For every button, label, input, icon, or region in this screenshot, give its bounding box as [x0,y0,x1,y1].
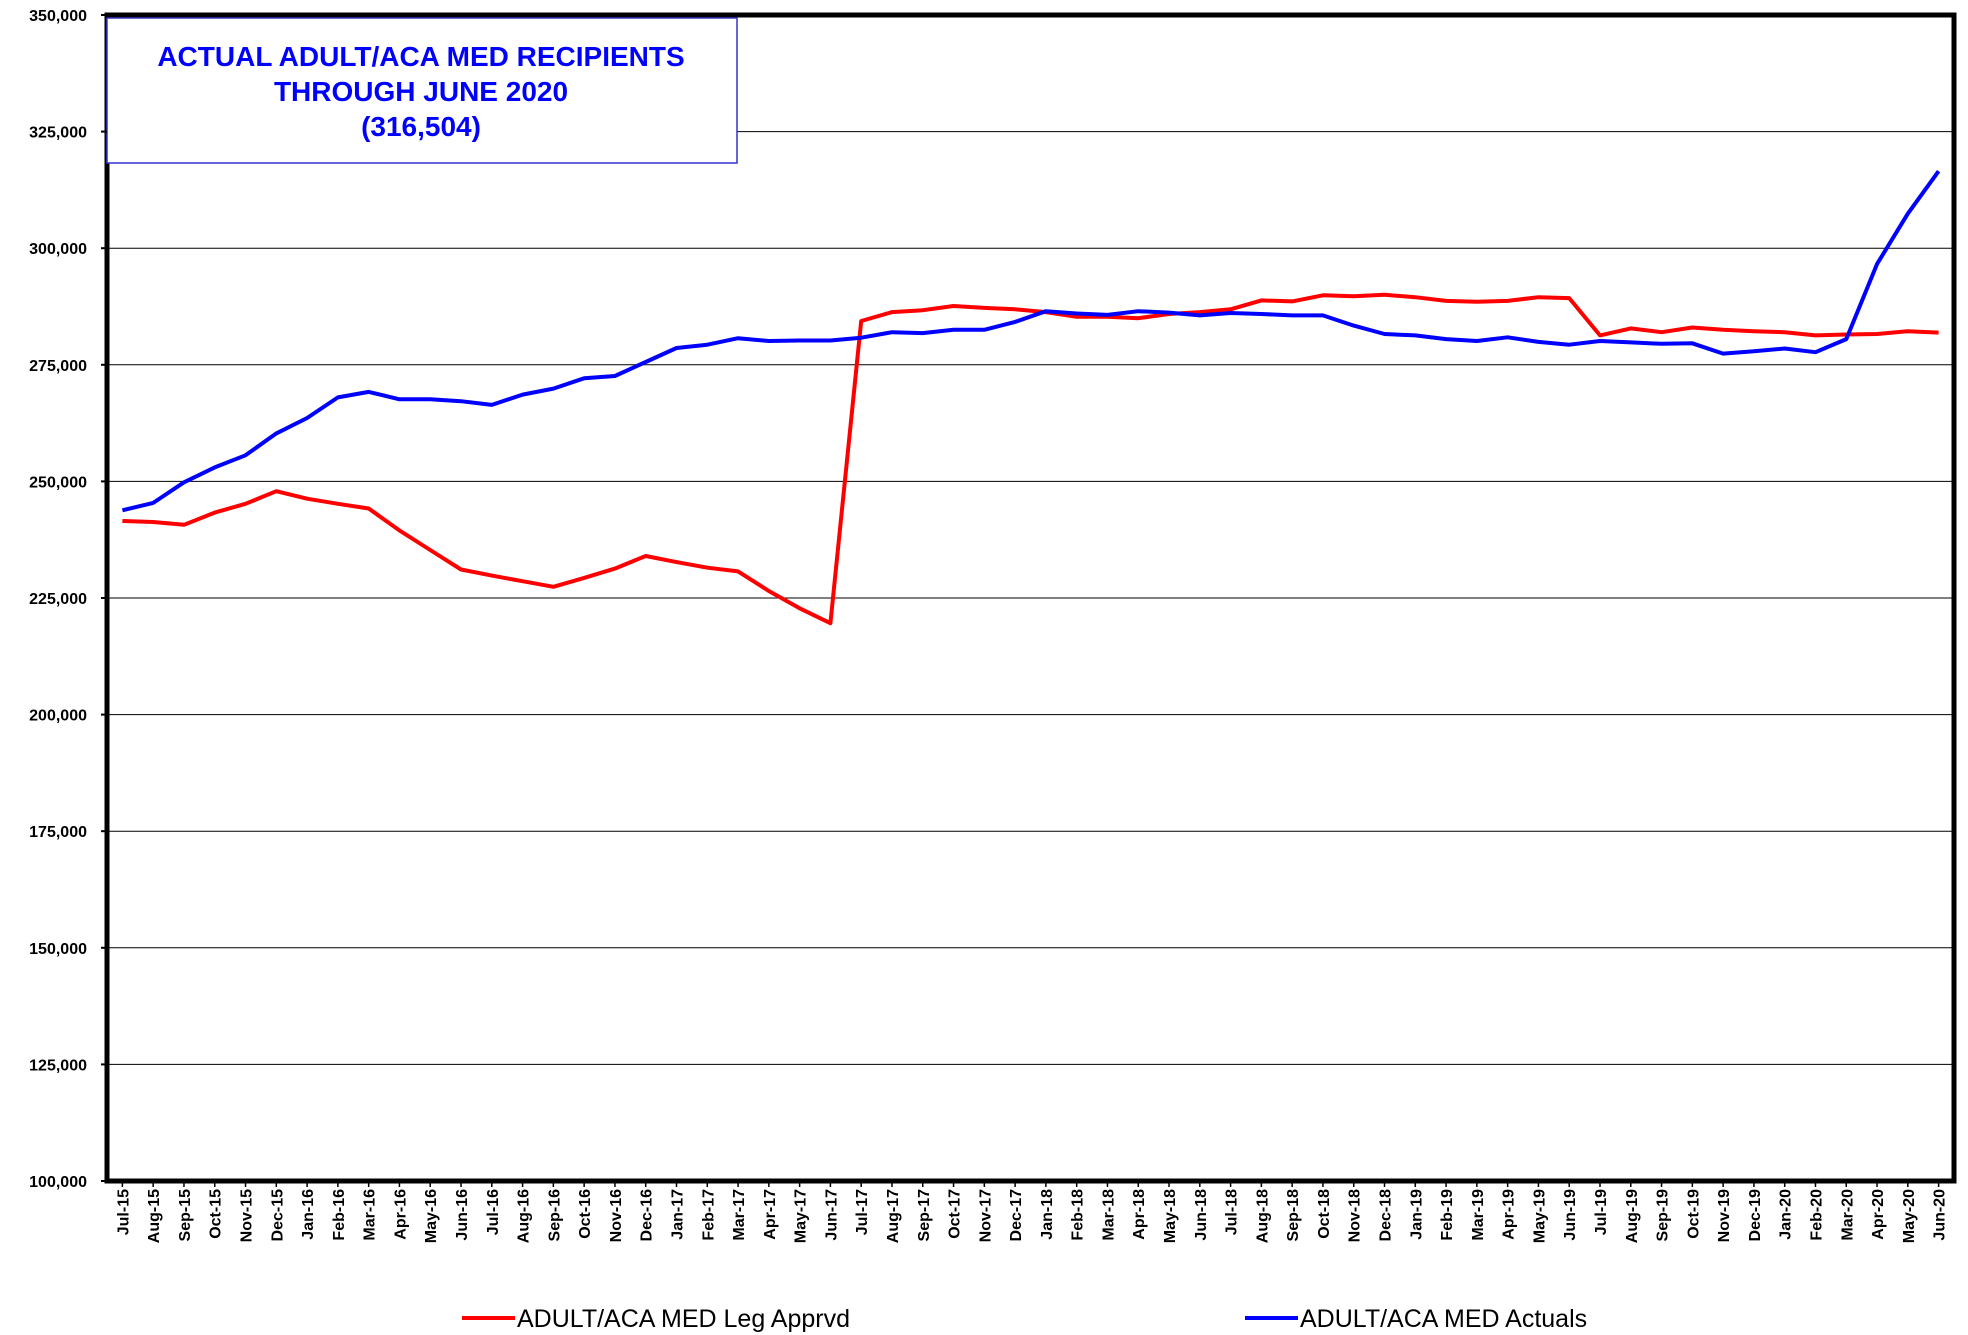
x-tick-label: Mar-18 [1100,1189,1117,1241]
x-tick-label: Feb-17 [700,1189,717,1241]
x-tick-label: Mar-19 [1470,1189,1487,1241]
title-box [106,17,738,164]
x-tick-label: Sep-15 [177,1189,194,1242]
series-line [121,170,1941,513]
x-tick-label: Feb-16 [331,1189,348,1241]
x-tick-label: Mar-17 [731,1189,748,1241]
x-tick-label: Jul-19 [1593,1189,1610,1235]
x-tick-label: Apr-20 [1870,1189,1887,1240]
y-tick-label: 200,000 [29,708,87,725]
x-tick-label: Sep-18 [1285,1189,1302,1242]
chart-title: ACTUAL ADULT/ACA MED RECIPIENTS [157,41,684,72]
x-tick-label: May-19 [1531,1189,1548,1243]
legend-label: ADULT/ACA MED Actuals [1300,1305,1587,1333]
x-tick-label: Apr-19 [1501,1189,1518,1240]
x-tick-label: Oct-18 [1316,1189,1333,1239]
x-tick-label: Nov-19 [1716,1189,1733,1242]
x-tick-label: Aug-15 [146,1189,163,1243]
x-tick-label: Mar-20 [1839,1189,1856,1241]
x-tick-label: Apr-17 [762,1189,779,1240]
x-tick-label: Apr-18 [1131,1189,1148,1240]
x-tick-label: Oct-17 [947,1189,964,1239]
x-tick-label: Jan-16 [300,1189,317,1240]
x-tick-label: Jun-19 [1562,1189,1579,1241]
x-tick-label: Feb-20 [1808,1189,1825,1241]
x-tick-label: May-17 [793,1189,810,1243]
x-tick-label: Jul-18 [1224,1189,1241,1235]
x-tick-label: Feb-18 [1070,1189,1087,1241]
y-tick-label: 225,000 [29,591,87,608]
series-line [122,292,1939,626]
x-tick-label: Aug-18 [1254,1189,1271,1243]
x-tick-label: Nov-16 [608,1189,625,1242]
x-tick-label: Oct-16 [577,1189,594,1239]
x-tick-label: Aug-19 [1624,1189,1641,1243]
x-tick-label: Dec-16 [639,1189,656,1242]
x-tick-label: Oct-19 [1685,1189,1702,1239]
x-tick-label: May-20 [1901,1189,1918,1243]
x-tick-label: Jan-18 [1039,1189,1056,1240]
y-tick-label: 350,000 [29,8,87,25]
x-tick-label: Sep-16 [546,1189,563,1242]
chart-title: THROUGH JUNE 2020 [274,76,568,107]
x-tick-label: Jul-17 [854,1189,871,1235]
x-tick-label: Nov-17 [977,1189,994,1242]
y-tick-label: 300,000 [29,241,87,258]
x-tick-label: Jun-16 [454,1189,471,1241]
x-tick-label: Aug-17 [885,1189,902,1243]
x-tick-label: Jan-17 [669,1189,686,1240]
y-tick-label: 100,000 [29,1174,87,1191]
x-tick-label: Dec-15 [269,1189,286,1242]
x-tick-label: Dec-19 [1747,1189,1764,1242]
x-tick-label: Nov-15 [239,1189,256,1242]
y-tick-label: 250,000 [29,474,87,491]
x-tick-label: Jun-18 [1193,1189,1210,1241]
y-tick-label: 175,000 [29,824,87,841]
chart-title: (316,504) [361,111,481,142]
x-tick-label: Dec-17 [1008,1189,1025,1242]
y-tick-label: 275,000 [29,358,87,375]
x-tick-label: Sep-17 [916,1189,933,1242]
x-tick-label: Dec-18 [1378,1189,1395,1242]
y-tick-label: 325,000 [29,125,87,142]
x-tick-label: Aug-16 [516,1189,533,1243]
x-tick-label: May-16 [423,1189,440,1243]
x-tick-label: Jan-20 [1778,1189,1795,1240]
x-tick-label: Sep-19 [1655,1189,1672,1242]
x-tick-label: Jun-20 [1932,1189,1949,1241]
x-tick-label: Jul-15 [115,1189,132,1235]
y-tick-label: 150,000 [29,941,87,958]
x-tick-label: Jul-16 [485,1189,502,1235]
y-tick-label: 125,000 [29,1057,87,1074]
x-tick-label: Mar-16 [362,1189,379,1241]
x-tick-label: Oct-15 [208,1189,225,1239]
x-tick-label: Feb-19 [1439,1189,1456,1241]
x-tick-label: Jun-17 [823,1189,840,1241]
x-tick-label: Jan-19 [1408,1189,1425,1240]
legend-label: ADULT/ACA MED Leg Apprvd [517,1305,850,1333]
x-tick-label: Nov-18 [1347,1189,1364,1242]
x-tick-label: May-18 [1162,1189,1179,1243]
x-tick-label: Apr-16 [392,1189,409,1240]
